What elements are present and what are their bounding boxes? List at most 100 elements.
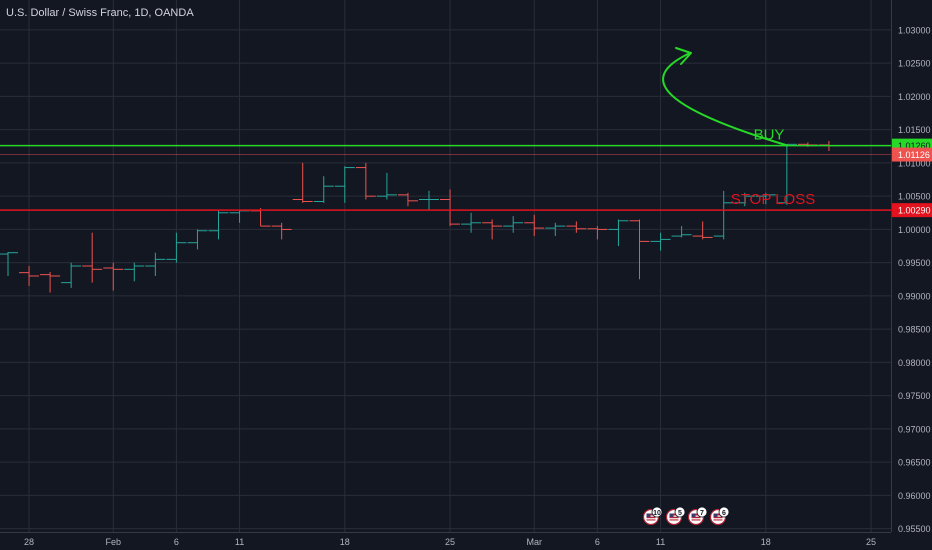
flag-stripes bbox=[646, 513, 656, 521]
projection-arrow-head bbox=[675, 47, 692, 65]
y-tick-label: 0.99000 bbox=[898, 291, 931, 301]
event-count-badge bbox=[718, 506, 730, 518]
ohlc-bar bbox=[313, 176, 334, 203]
ohlc-bar bbox=[187, 229, 208, 250]
flag-stripes bbox=[691, 513, 701, 521]
x-tick-label: 11 bbox=[656, 537, 665, 547]
ohlc-bar bbox=[124, 262, 145, 282]
last-price-tag: 1.01126 bbox=[892, 147, 932, 162]
x-tick-label: 11 bbox=[235, 537, 244, 547]
ohlc-bar bbox=[461, 212, 482, 233]
ohlc-bar bbox=[292, 162, 313, 203]
x-tick-label: 18 bbox=[761, 537, 771, 547]
x-tick-label: 6 bbox=[174, 537, 179, 547]
y-tick-label: 0.95500 bbox=[898, 524, 931, 534]
flag-canton bbox=[691, 513, 696, 517]
flag-stripe-white bbox=[669, 515, 679, 517]
stop-loss-price-tag-bg bbox=[892, 203, 932, 218]
stop-loss-price-tag: 1.00290 bbox=[892, 203, 932, 218]
ohlc-bar bbox=[19, 266, 40, 286]
y-tick-label: 1.00000 bbox=[898, 225, 931, 235]
ohlc-bar bbox=[271, 222, 292, 240]
ohlc-bar bbox=[629, 219, 650, 280]
y-tick-label: 0.98000 bbox=[898, 358, 931, 368]
last-price-tag-text: 1.01126 bbox=[898, 150, 930, 160]
ohlc-bar bbox=[145, 252, 166, 276]
event-count-badge bbox=[674, 506, 686, 518]
stop-loss-price-tag-text: 1.00290 bbox=[898, 206, 931, 216]
y-tick-label: 1.02500 bbox=[898, 59, 931, 69]
ohlc-bar bbox=[82, 232, 103, 283]
x-tick-label: 28 bbox=[24, 537, 34, 547]
ohlc-bar bbox=[397, 192, 418, 207]
flag-stripes bbox=[669, 513, 679, 521]
ohlc-bar bbox=[566, 221, 587, 233]
x-tick-label: Feb bbox=[105, 537, 121, 547]
event-marker[interactable]: 5 bbox=[665, 506, 686, 526]
event-count: 10 bbox=[653, 510, 661, 517]
x-tick-label: Mar bbox=[527, 537, 543, 547]
event-marker[interactable]: 7 bbox=[687, 506, 708, 526]
flag-stripe-white bbox=[691, 518, 701, 520]
event-count-badge bbox=[696, 506, 708, 518]
ohlc-bar bbox=[692, 221, 713, 240]
ohlc-bar bbox=[334, 166, 355, 203]
flag-canton bbox=[669, 513, 674, 517]
ohlc-bar bbox=[208, 209, 229, 240]
y-tick-label: 1.00500 bbox=[898, 192, 931, 202]
ohlc-bar bbox=[587, 226, 608, 240]
ohlc-bar bbox=[713, 190, 734, 240]
last-price-tag-bg bbox=[892, 147, 932, 162]
y-tick-label: 1.01500 bbox=[898, 125, 931, 135]
ohlc-bar bbox=[61, 262, 82, 288]
y-tick-label: 0.96000 bbox=[898, 491, 931, 501]
flag-stripe-white bbox=[713, 518, 723, 520]
ohlc-bar bbox=[608, 219, 629, 247]
ohlc-bar bbox=[545, 222, 566, 237]
flag-stripe-white bbox=[646, 515, 656, 517]
x-tick-label: 6 bbox=[595, 537, 600, 547]
ohlc-bar bbox=[671, 226, 692, 238]
event-count-badge bbox=[651, 506, 663, 518]
flag-canton bbox=[713, 513, 718, 517]
event-marker[interactable]: 10 bbox=[642, 506, 663, 526]
event-count: 5 bbox=[678, 510, 682, 517]
ohlc-bar bbox=[755, 192, 776, 205]
ohlc-bar bbox=[650, 232, 671, 251]
flag-stripe-white bbox=[691, 515, 701, 517]
ohlc-bar bbox=[419, 190, 439, 211]
stop-loss-annotation-label: STOP LOSS bbox=[731, 191, 816, 208]
event-marker[interactable]: 6 bbox=[709, 506, 730, 526]
ohlc-bar bbox=[355, 162, 376, 200]
ohlc-bar bbox=[440, 189, 461, 227]
ohlc-bar bbox=[0, 252, 18, 276]
flag-stripe-white bbox=[713, 515, 723, 517]
ohlc-bar bbox=[40, 271, 61, 293]
ohlc-bar bbox=[166, 232, 187, 263]
x-tick-label: 25 bbox=[866, 537, 876, 547]
projection-arrow bbox=[662, 52, 789, 147]
ohlc-bar bbox=[524, 214, 545, 237]
y-tick-label: 0.97000 bbox=[898, 424, 931, 434]
buy-price-tag-text: 1.01260 bbox=[898, 141, 931, 151]
ohlc-bar bbox=[103, 262, 124, 291]
ohlc-bar bbox=[482, 219, 503, 240]
y-tick-label: 0.98500 bbox=[898, 325, 931, 335]
ohlc-bar bbox=[376, 172, 397, 200]
ohlc-bar bbox=[734, 192, 755, 207]
flag-canton bbox=[646, 513, 651, 517]
ohlc-bar bbox=[503, 216, 524, 233]
y-tick-label: 0.99500 bbox=[898, 258, 931, 268]
event-count: 7 bbox=[700, 510, 704, 517]
flag-stripes bbox=[713, 513, 723, 521]
y-tick-label: 1.01000 bbox=[898, 158, 931, 168]
y-tick-label: 0.97500 bbox=[898, 391, 931, 401]
event-count: 6 bbox=[722, 510, 726, 517]
flag-stripe-white bbox=[646, 518, 656, 520]
y-tick-label: 0.96500 bbox=[898, 458, 931, 468]
flag-stripe-white bbox=[669, 518, 679, 520]
chart-title: U.S. Dollar / Swiss Franc, 1D, OANDA bbox=[6, 7, 194, 19]
